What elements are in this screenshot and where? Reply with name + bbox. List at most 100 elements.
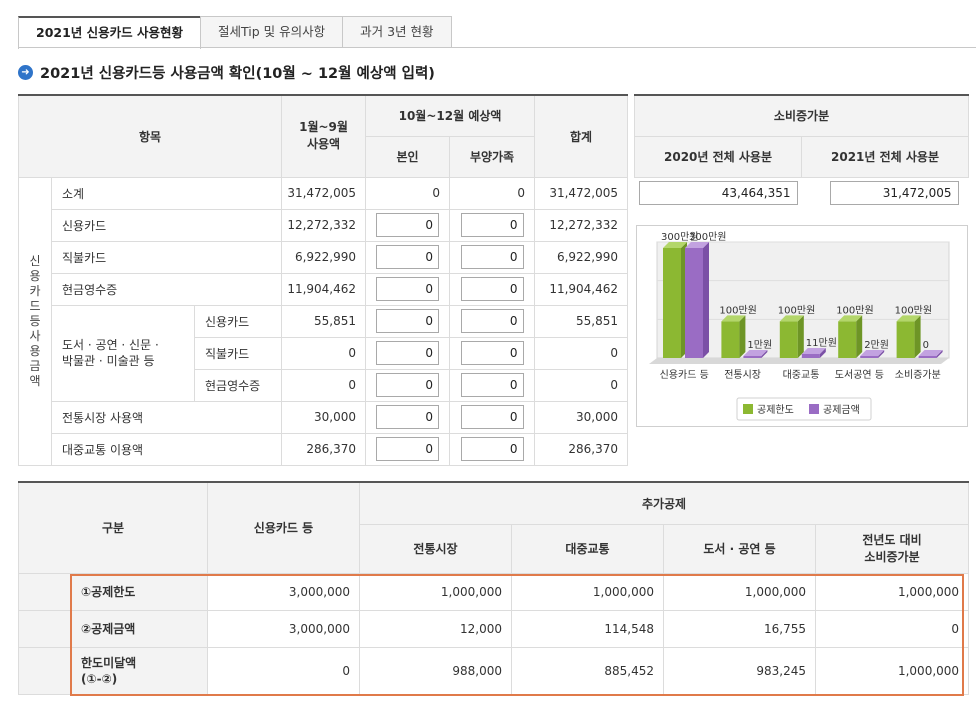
chart-bar-side: [878, 350, 885, 358]
cash-jan-sep: 11,904,462: [281, 272, 367, 306]
credit-dependents-input[interactable]: [460, 213, 524, 237]
chart-bar-top: [721, 315, 746, 322]
chart-bar-top: [685, 242, 709, 248]
row-label-culture-credit: 신용카드: [193, 304, 283, 338]
culture-credit-dependents-input[interactable]: [460, 309, 524, 333]
chart-bar-limit: [721, 321, 740, 358]
credit-self-input[interactable]: [376, 213, 440, 237]
deduction-chart: 300만원 300만원 신용카드 등 100만원 1만원 전통시장 100만원 11만원 대중교…: [636, 225, 968, 427]
header-culture: 도서 · 공연 등: [663, 523, 816, 574]
transit-dep-cell: [449, 432, 536, 466]
chart-bar-limit: [779, 321, 798, 358]
chart-floor: [649, 358, 949, 364]
row-label-credit: 신용카드: [50, 208, 283, 242]
debit-self-input[interactable]: [376, 245, 440, 269]
arrow-right-circle-icon: ➜: [18, 64, 33, 80]
row-label-transit: 대중교통 이용액: [50, 432, 283, 466]
culture-cash-self-input[interactable]: [376, 373, 440, 397]
chart-data-label: 2만원: [864, 339, 889, 351]
val-2021-output: 31,472,005: [829, 181, 959, 206]
subtotal-jan-sep: 31,472,005: [281, 176, 367, 210]
section-title-text: 2021년 신용카드등 사용금액 확인(10월 ~ 12월 예상액 입력): [40, 65, 435, 82]
transit-total: 286,370: [534, 432, 629, 466]
header-market: 전통시장: [359, 523, 512, 574]
cash-dep-cell: [449, 272, 536, 306]
culture-debit-self-cell: [365, 336, 451, 370]
cash-dependents-input[interactable]: [460, 277, 524, 301]
limit-market: 1,000,000: [359, 572, 512, 611]
credit-total: 12,272,332: [534, 208, 629, 242]
chart-legend: [736, 397, 872, 421]
shortfall-increase: 1,000,000: [814, 646, 970, 695]
culture-debit-self-input[interactable]: [376, 341, 440, 365]
culture-credit-dep-cell: [449, 304, 536, 338]
culture-credit-self-input[interactable]: [376, 309, 440, 333]
limit-transit: 1,000,000: [511, 572, 664, 611]
chart-bar-amount: [918, 356, 937, 358]
amount-culture: 16,755: [663, 609, 816, 648]
debit-dependents-input[interactable]: [460, 245, 524, 269]
tab-past-3-years[interactable]: 과거 3년 현황: [342, 16, 452, 48]
chart-bar-top: [743, 350, 768, 356]
chart-bar-top: [801, 347, 826, 354]
tab-2021-usage[interactable]: 2021년 신용카드 사용현황: [18, 16, 201, 49]
market-dependents-input[interactable]: [460, 405, 524, 429]
chart-data-label: 11만원: [806, 337, 837, 349]
amount-transit: 114,548: [511, 609, 664, 648]
increase-table: 소비증가분 2020년 전체 사용분 2021년 전체 사용분 43,464,3…: [633, 94, 970, 209]
transit-jan-sep: 286,370: [281, 432, 367, 466]
transit-dependents-input[interactable]: [460, 437, 524, 461]
market-dep-cell: [449, 400, 536, 434]
header-transit: 대중교통: [511, 523, 664, 574]
header-total: 합계: [534, 94, 629, 178]
row-label-subtotal: 소계: [50, 176, 283, 210]
tab-tax-tips[interactable]: 절세Tip 및 유의사항: [200, 16, 344, 48]
culture-cash-dependents-input[interactable]: [460, 373, 524, 397]
chart-legend-swatch: [743, 404, 753, 414]
culture-credit-self-cell: [365, 304, 451, 338]
chart-legend-label: 공제금액: [823, 404, 860, 416]
increase-title: 소비증가분: [633, 94, 970, 137]
culture-cash-jan-sep: 0: [281, 368, 367, 402]
market-total: 30,000: [534, 400, 629, 434]
row-label-culture-cash: 현금영수증: [193, 368, 283, 402]
credit-jan-sep: 12,272,332: [281, 208, 367, 242]
limit-credit: 3,000,000: [207, 572, 360, 611]
chart-legend-swatch: [809, 404, 819, 414]
chart-data-label: 100만원: [719, 304, 757, 316]
tab-bar: 2021년 신용카드 사용현황 절세Tip 및 유의사항 과거 3년 현황: [18, 16, 452, 49]
culture-debit-dependents-input[interactable]: [460, 341, 524, 365]
chart-bar-side: [797, 315, 804, 358]
shortfall-transit: 885,452: [511, 646, 664, 695]
chart-data-label: 0: [923, 340, 929, 351]
debit-self-cell: [365, 240, 451, 274]
chart-data-label: 100만원: [778, 304, 816, 316]
row-label-culture-group: 도서 · 공연 · 신문 · 박물관 · 미술관 등: [51, 304, 195, 402]
chart-bar-limit: [838, 321, 857, 358]
chart-bar-side: [936, 350, 943, 358]
cash-self-input[interactable]: [376, 277, 440, 301]
amount-market: 12,000: [359, 609, 512, 648]
chart-bar-amount: [743, 356, 762, 358]
transit-self-input[interactable]: [376, 437, 440, 461]
header-dependents: 부양가족: [449, 135, 536, 178]
amount-credit: 3,000,000: [207, 609, 360, 648]
shortfall-culture: 983,245: [663, 646, 816, 695]
limit-culture: 1,000,000: [663, 572, 816, 611]
debit-jan-sep: 6,922,990: [281, 240, 367, 274]
usage-table: 항목 1월~9월 사용액 10월~12월 예상액 합계 본인 부양가족 신용카드…: [17, 94, 629, 466]
market-self-input[interactable]: [376, 405, 440, 429]
chart-bar-top: [896, 315, 921, 322]
row-label-amount: ②공제금액: [18, 609, 208, 648]
shortfall-credit: 0: [207, 646, 360, 695]
chart-bar-amount: [801, 353, 820, 358]
row-label-cash: 현금영수증: [50, 272, 283, 306]
chart-bar-amount: [685, 248, 703, 358]
header-2021-usage: 2021년 전체 사용분: [800, 135, 970, 178]
subtotal-dependents: 0: [449, 176, 536, 210]
deduction-table: 구분 신용카드 등 추가공제 전통시장 대중교통 도서 · 공연 등 전년도 대…: [18, 481, 970, 695]
header-credit-card: 신용카드 등: [207, 481, 360, 574]
row-label-debit: 직불카드: [50, 240, 283, 274]
chart-data-label: 300만원: [689, 231, 727, 243]
row-label-market: 전통시장 사용액: [50, 400, 283, 434]
